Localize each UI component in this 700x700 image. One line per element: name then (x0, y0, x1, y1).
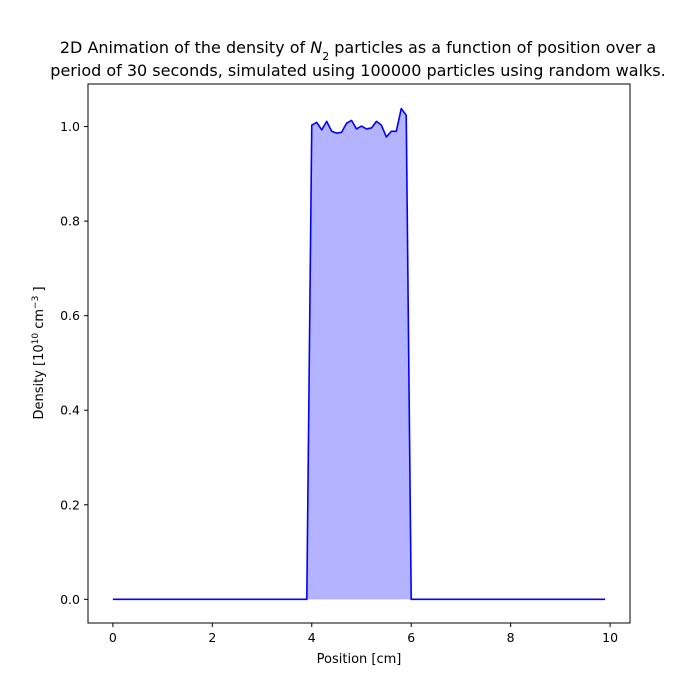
title-variable: N (310, 38, 322, 57)
y-label-after: ] (32, 286, 47, 295)
chart-title: 2D Animation of the density of N2 partic… (50, 38, 665, 80)
title-line-2: period of 30 seconds, simulated using 10… (50, 61, 665, 80)
x-axis-ticks: 0 2 4 6 8 10 (109, 623, 618, 645)
x-tick-label: 0 (109, 630, 117, 645)
y-axis-ticks: 0.0 0.2 0.4 0.6 0.8 1.0 (60, 119, 88, 607)
y-tick-label: 0.0 (60, 592, 80, 607)
title-subscript: 2 (322, 50, 329, 63)
y-label-exponent-2: −3 (31, 296, 41, 309)
title-text-after: particles as a function of position over… (329, 38, 656, 57)
title-text-before: 2D Animation of the density of (60, 38, 310, 57)
y-tick-label: 0.8 (60, 214, 80, 229)
x-tick-label: 4 (308, 630, 316, 645)
density-fill-area (112, 108, 606, 600)
title-line-1: 2D Animation of the density of N2 partic… (60, 38, 656, 63)
y-tick-label: 1.0 (60, 119, 80, 134)
plot-area (112, 107, 606, 601)
y-label-exponent-1: 10 (31, 333, 41, 345)
x-axis-label: Position [cm] (317, 652, 402, 667)
x-tick-label: 8 (507, 630, 515, 645)
density-line (112, 107, 606, 601)
x-tick-label: 6 (407, 630, 415, 645)
x-tick-label: 10 (602, 630, 618, 645)
y-tick-label: 0.6 (60, 308, 80, 323)
y-label-before: Density [10 (32, 344, 47, 419)
y-label-mid: cm (32, 309, 47, 333)
axes-frame (87, 83, 631, 624)
y-tick-label: 0.4 (60, 403, 80, 418)
y-axis-label: Density [1010 cm−3 ] (31, 286, 47, 419)
y-tick-label: 0.2 (60, 497, 80, 512)
x-tick-label: 2 (208, 630, 216, 645)
